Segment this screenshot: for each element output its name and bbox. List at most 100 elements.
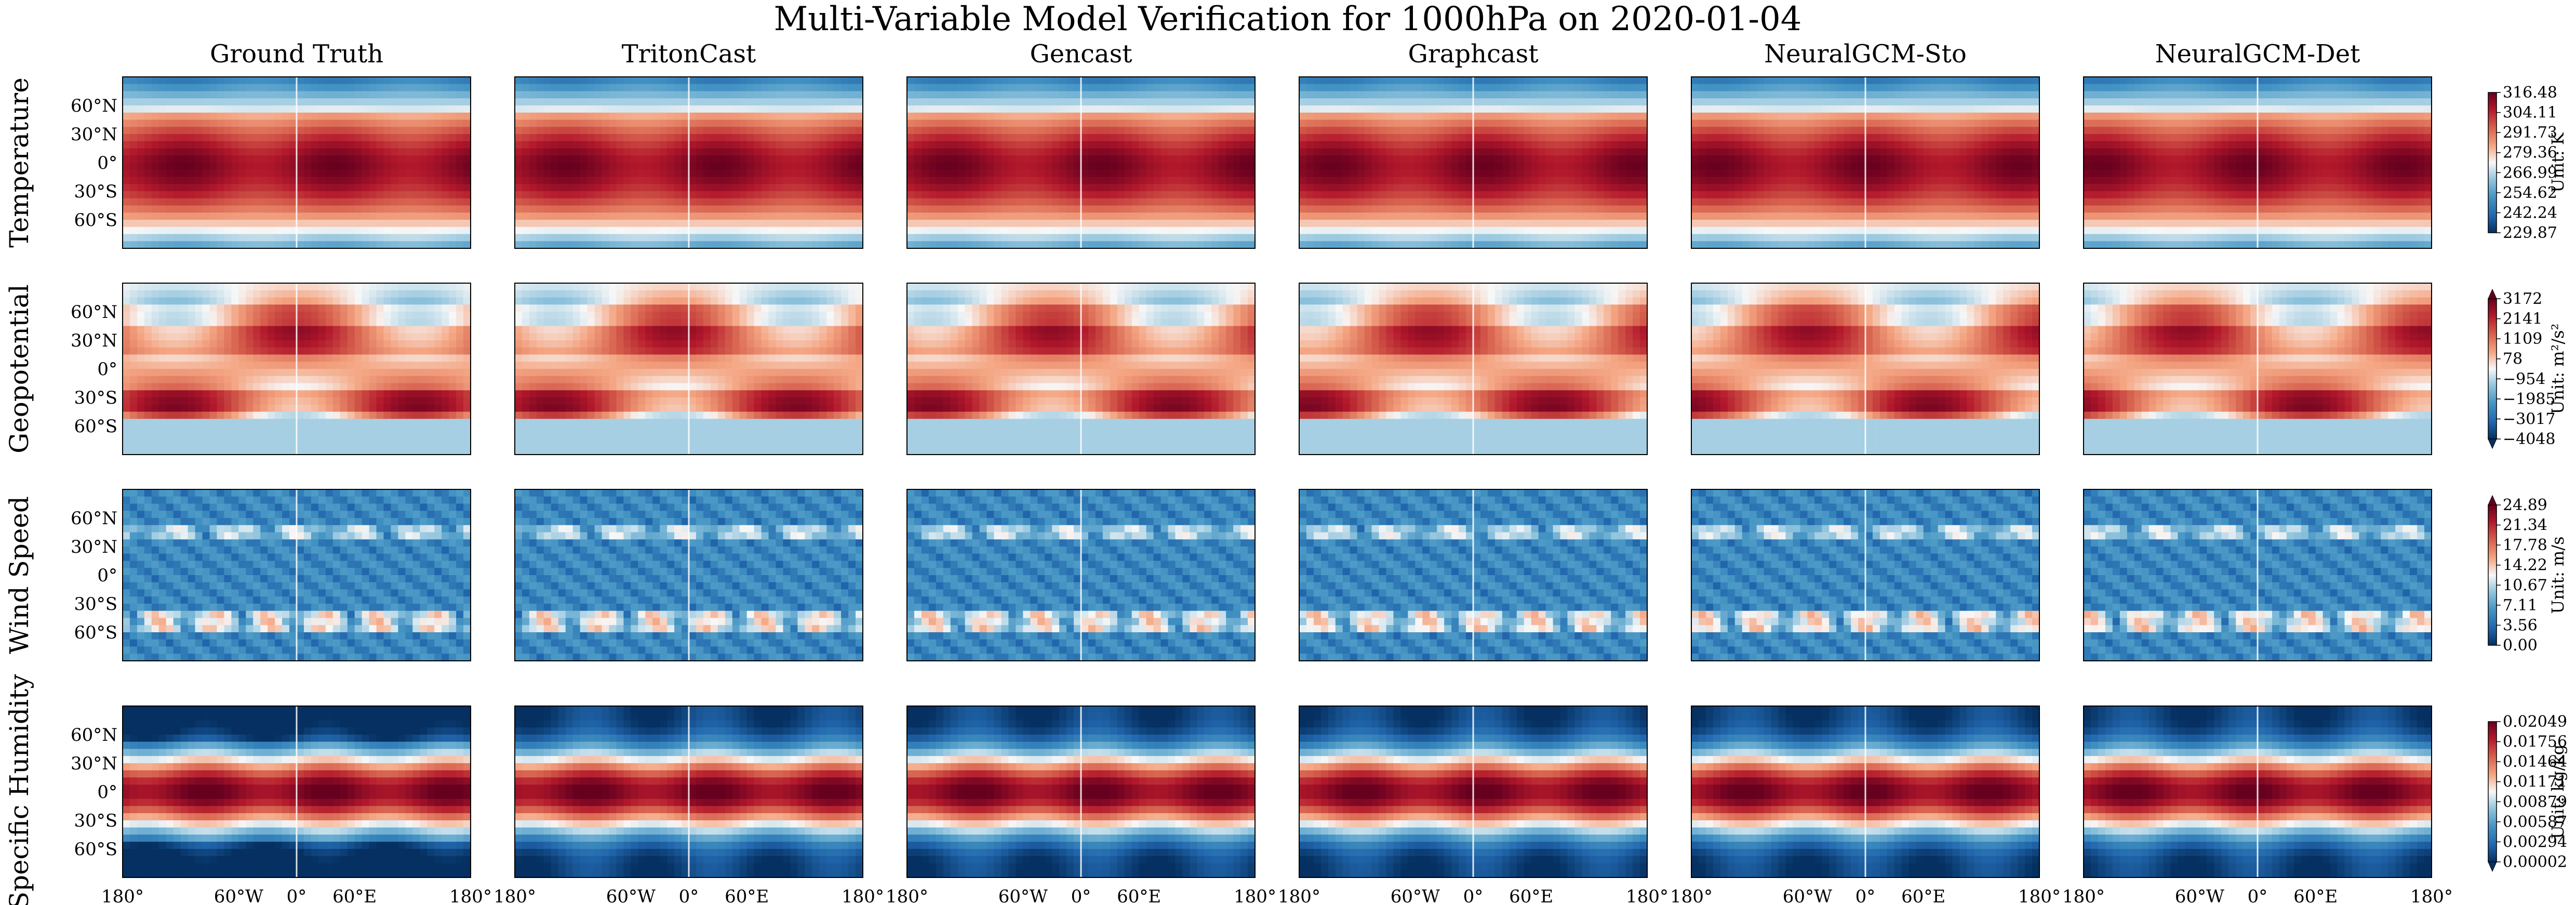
heat-cell [159, 120, 167, 127]
heat-cell [173, 227, 181, 234]
heat-cell [123, 227, 130, 234]
heat-cell [217, 105, 224, 113]
heat-cell [318, 163, 326, 170]
heat-cell [369, 127, 377, 134]
heat-cell [434, 184, 442, 191]
heat-cell [369, 234, 377, 242]
heat-cell [195, 98, 203, 105]
heat-cell [210, 91, 218, 99]
heat-cell [318, 227, 326, 234]
heat-cell [623, 105, 631, 113]
heat-cell [340, 105, 348, 113]
heat-cell [195, 127, 203, 134]
heat-cell [282, 98, 290, 105]
heat-cell [355, 212, 363, 220]
heat-cell [297, 234, 304, 242]
heat-cell [238, 98, 246, 105]
heat-cell [711, 98, 718, 105]
heat-cell [355, 191, 363, 198]
heat-cell [238, 120, 246, 127]
heat-cell [797, 84, 805, 91]
heat-cell [776, 98, 784, 105]
heat-cell [166, 141, 174, 149]
heat-cell [696, 84, 704, 91]
heat-cell [123, 234, 130, 242]
heat-cell [297, 134, 304, 141]
heat-cell [340, 198, 348, 206]
heat-cell [747, 91, 755, 99]
variable-row-labels: TemperatureGeopotentialWind SpeedSpecifi… [4, 77, 34, 905]
heat-cell [573, 91, 581, 99]
heat-cell [537, 98, 544, 105]
heat-cell [544, 98, 552, 105]
heat-cell [260, 98, 268, 105]
heat-cell [188, 105, 196, 113]
heat-cell [297, 113, 304, 120]
heat-cell [340, 212, 348, 220]
heat-cell [268, 220, 275, 227]
heat-cell [275, 149, 283, 156]
heat-cell [348, 170, 355, 177]
heat-cell [515, 77, 523, 84]
heat-cell [137, 113, 145, 120]
heat-cell [522, 77, 530, 84]
heat-cell [841, 84, 849, 91]
heat-cell [841, 91, 849, 99]
heat-cell [355, 227, 363, 234]
heat-cell [631, 91, 638, 99]
heat-cell [282, 91, 290, 99]
heat-cell [797, 91, 805, 99]
heat-cell [246, 113, 253, 120]
heat-cell [442, 120, 449, 127]
heat-cell [217, 206, 224, 213]
heat-cell [217, 120, 224, 127]
heat-cell [282, 241, 290, 248]
heat-cell [355, 234, 363, 242]
heat-cell [427, 105, 435, 113]
heat-cell [377, 191, 384, 198]
heat-cell [173, 177, 181, 184]
heat-cell [391, 134, 398, 141]
heat-cell [696, 91, 704, 99]
heat-cell [326, 98, 333, 105]
heat-cell [246, 220, 253, 227]
heat-cell [537, 77, 544, 84]
heat-cell [238, 241, 246, 248]
heat-cell [166, 220, 174, 227]
heat-cell [304, 91, 312, 99]
heat-cell [391, 234, 398, 242]
heat-cell [173, 155, 181, 163]
heat-cell [282, 234, 290, 242]
heat-cell [463, 170, 471, 177]
heat-cell [123, 212, 130, 220]
heat-cell [231, 198, 239, 206]
heat-cell [826, 77, 834, 84]
heat-cell [405, 98, 413, 105]
heat-cell [195, 227, 203, 234]
heat-cell [405, 177, 413, 184]
heat-cell [326, 212, 333, 220]
heat-cell [463, 120, 471, 127]
heat-cell [391, 206, 398, 213]
heat-cell [188, 198, 196, 206]
heat-cell [289, 141, 297, 149]
heat-cell [333, 98, 341, 105]
heat-cell [173, 184, 181, 191]
heat-cell [355, 141, 363, 149]
heat-cell [304, 212, 312, 220]
heat-cell [405, 212, 413, 220]
heat-cell [588, 98, 595, 105]
heat-cell [405, 198, 413, 206]
heat-cell [398, 206, 406, 213]
heat-cell [238, 84, 246, 91]
heat-cell [246, 227, 253, 234]
heat-cell [384, 206, 392, 213]
heat-cell [238, 234, 246, 242]
heat-cell [427, 77, 435, 84]
heat-cell [260, 206, 268, 213]
heat-cell [311, 227, 319, 234]
heat-cell [747, 77, 755, 84]
heat-cell [188, 234, 196, 242]
heat-cell [297, 105, 304, 113]
heat-cell [355, 113, 363, 120]
